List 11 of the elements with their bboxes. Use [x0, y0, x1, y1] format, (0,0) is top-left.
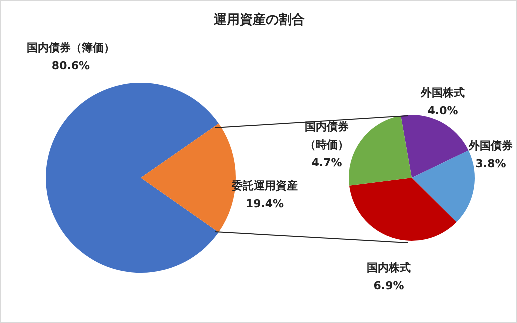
chart-title: 運用資産の割合 — [213, 12, 306, 29]
slice-label: 外国株式 — [420, 86, 465, 100]
slice-label: 外国債券 — [468, 140, 514, 152]
slice-label: 国内債券（簿価） — [27, 42, 115, 54]
data-label: 6.9% — [374, 280, 404, 292]
data-label: 3.8% — [476, 158, 506, 170]
data-label: 19.4% — [246, 198, 284, 210]
slice-label: 国内株式 — [367, 262, 411, 274]
data-label: 4.7% — [312, 156, 342, 170]
data-label: 80.6% — [52, 60, 90, 72]
data-label: 4.0% — [428, 104, 458, 118]
